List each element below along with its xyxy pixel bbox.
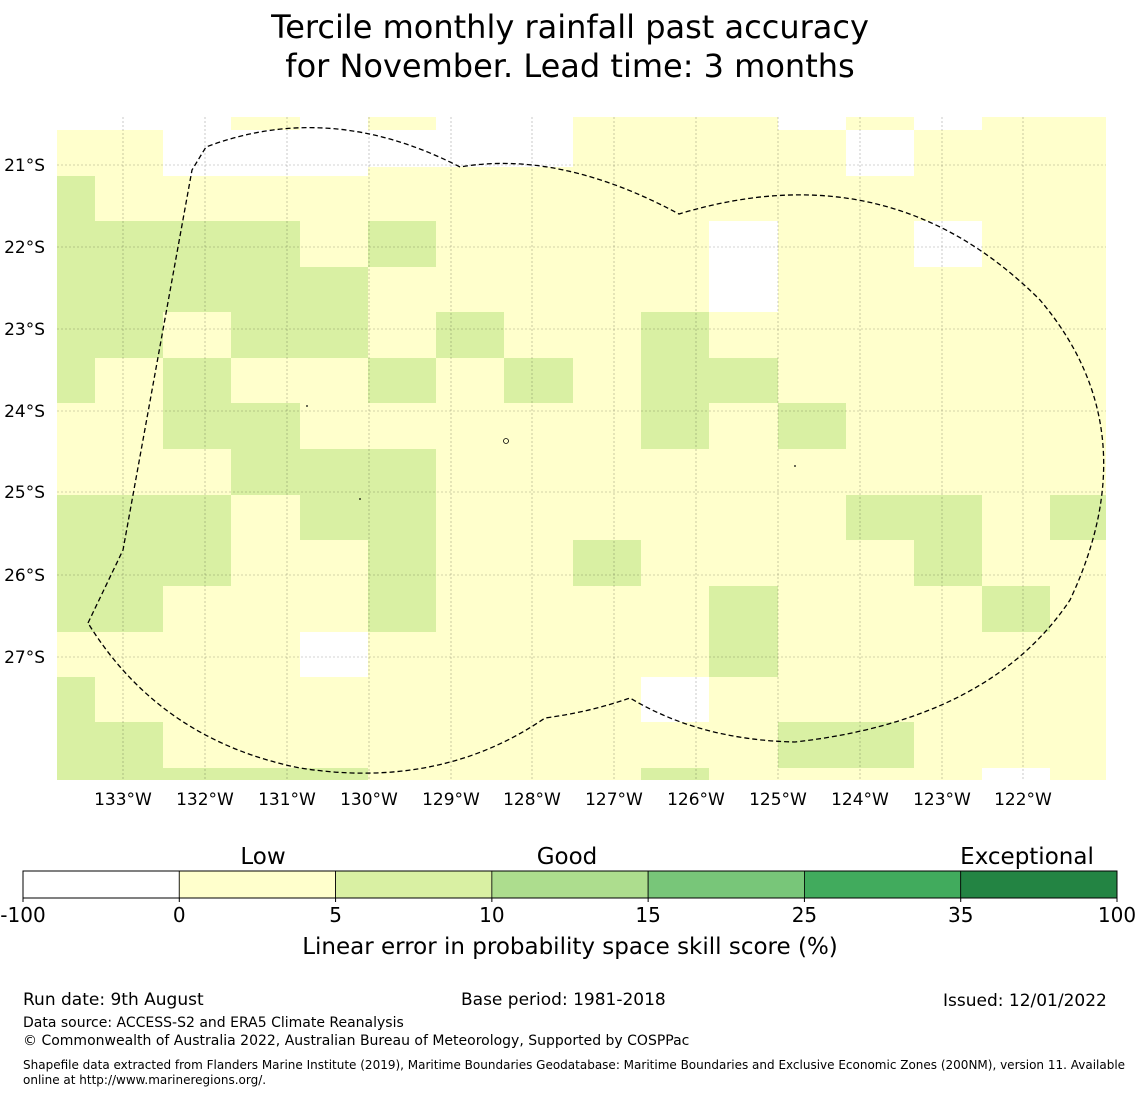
lat-label: 26°S [4,566,45,586]
shapefile-credit: Shapefile data extracted from Flanders M… [23,1058,1126,1087]
lat-label: 21°S [4,156,45,176]
colorbar-tick-label: 25 [792,903,817,927]
map-title-line-2: for November. Lead time: 3 months [285,47,855,85]
colorbar-swatch [647,870,805,899]
lat-label: 27°S [4,648,45,668]
colorbar-swatch [178,870,336,899]
lon-label: 125°W [749,790,807,810]
data-source: Data source: ACCESS-S2 and ERA5 Climate … [23,1015,404,1031]
colorbar-tick-label: 100 [1098,903,1136,927]
colorbar-tick-label: 10 [479,903,504,927]
colorbar: -100 0 5 10 15 25 35 100 Low Good Exceptional Linea… [0,844,1136,960]
latitude-labels: 21°S 22°S 23°S 24°S 25°S 26°S 27°S [4,156,45,668]
colorbar-section-label: Low [240,844,285,870]
lat-label: 24°S [4,402,45,422]
issued-date: Issued: 12/01/2022 [943,991,1107,1011]
lat-label: 25°S [4,483,45,503]
lon-label: 122°W [994,790,1052,810]
colorbar-swatch [491,870,649,899]
colorbar-tick-label: -100 [0,903,45,927]
lon-label: 124°W [831,790,889,810]
map-gridlines [57,117,1106,780]
colorbar-tick-label: 5 [329,903,342,927]
lon-label: 131°W [258,790,316,810]
lon-label: 123°W [913,790,971,810]
colorbar-swatch [22,870,180,899]
colorbar-axis-label: Linear error in probability space skill … [302,934,838,960]
lon-label: 126°W [667,790,725,810]
lon-label: 132°W [176,790,234,810]
colorbar-swatch [960,870,1118,899]
colorbar-section-label: Exceptional [960,844,1094,870]
colorbar-swatch [804,870,962,899]
eez-boundary [87,126,1105,774]
lon-label: 129°W [422,790,480,810]
copyright: © Commonwealth of Australia 2022, Austra… [23,1033,690,1049]
lat-label: 23°S [4,320,45,340]
skill-grid-cells [57,117,1106,780]
lon-label: 133°W [94,790,152,810]
lon-label: 127°W [585,790,643,810]
lon-label: 130°W [340,790,398,810]
lat-label: 22°S [4,238,45,258]
colorbar-tick-label: 15 [635,903,660,927]
longitude-labels: 133°W 132°W 131°W 130°W 129°W 128°W 127°W 126°W… [94,790,1052,810]
colorbar-section-label: Good [537,844,598,870]
colorbar-swatch [335,870,493,899]
colorbar-tick-label: 35 [948,903,973,927]
island-outlines [306,405,796,500]
base-period: Base period: 1981-2018 [461,990,666,1010]
colorbar-tick-label: 0 [173,903,186,927]
lon-label: 128°W [503,790,561,810]
map-title-line-1: Tercile monthly rainfall past accuracy [271,8,869,46]
run-date: Run date: 9th August [23,990,204,1010]
